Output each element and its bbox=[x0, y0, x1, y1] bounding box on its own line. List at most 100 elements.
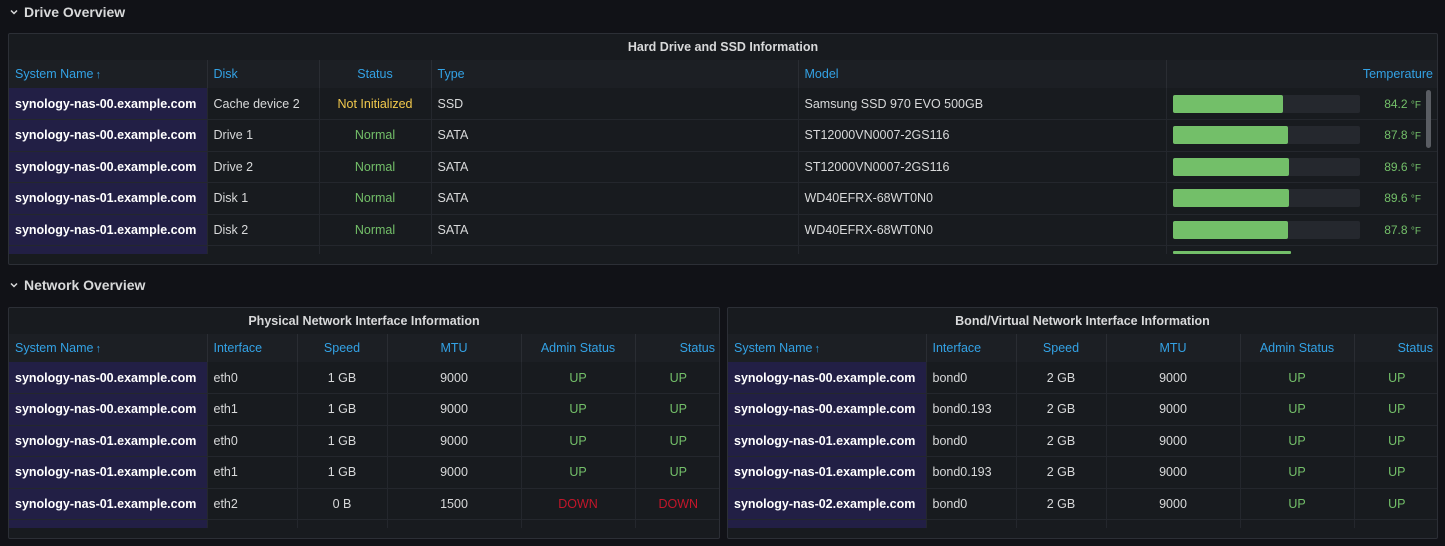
system-name-cell: synology-nas-01.example.com bbox=[9, 488, 208, 520]
system-name-cell: synology-nas-02.example.com bbox=[728, 488, 927, 520]
speed-cell: 0 B bbox=[297, 488, 388, 520]
temperature-value: 89.6 °F bbox=[1360, 160, 1434, 174]
temperature-number: 84.2 bbox=[1384, 96, 1408, 111]
status-cell: UP bbox=[1354, 488, 1437, 520]
col-header-mtu[interactable]: MTU bbox=[1106, 334, 1241, 362]
col-header-interface[interactable]: Interface bbox=[926, 334, 1017, 362]
chevron-down-icon bbox=[10, 9, 18, 15]
col-header-status[interactable]: Status bbox=[319, 60, 432, 88]
speed-cell: 2 GB bbox=[1016, 425, 1107, 457]
status-cell: Normal bbox=[319, 151, 432, 183]
temperature-unit: °F bbox=[1410, 131, 1421, 143]
temperature-number: 89.6 bbox=[1384, 191, 1408, 206]
temperature-cell: 87.8 °F bbox=[1166, 119, 1437, 152]
temperature-bar-gauge: 87.8 °F bbox=[1172, 120, 1434, 150]
mtu-cell: 1500 bbox=[387, 488, 522, 520]
admin-status-cell: UP bbox=[1240, 456, 1355, 489]
status-cell: Not Initialized bbox=[319, 88, 432, 120]
table-row: synology-nas-00.example.com Drive 1 Normal… bbox=[9, 119, 1437, 152]
system-name-cell: synology-nas-00.example.com bbox=[9, 151, 208, 183]
gauge-fill bbox=[1172, 126, 1288, 145]
system-name-cell: synology-nas-00.example.com bbox=[728, 393, 927, 426]
col-header-status[interactable]: Status bbox=[1354, 334, 1437, 362]
status-cell: UP bbox=[1354, 362, 1437, 394]
col-header-admin-status[interactable]: Admin Status bbox=[521, 334, 636, 362]
model-cell: Samsung SSD 970 EVO 500GB bbox=[798, 88, 1167, 120]
physical-network-panel-title: Physical Network Interface Information bbox=[248, 314, 480, 328]
drives-panel-title: Hard Drive and SSD Information bbox=[627, 40, 819, 54]
empty-cell bbox=[431, 245, 799, 254]
temperature-unit: °F bbox=[1410, 225, 1421, 237]
col-header-system-name[interactable]: System Name ↑ bbox=[728, 334, 927, 362]
drive-overview-row-toggle[interactable]: Drive Overview bbox=[8, 0, 125, 24]
col-header-system-name[interactable]: System Name ↑ bbox=[9, 334, 208, 362]
physical-network-table: System Name ↑ Interface Speed MTU Admin S… bbox=[9, 334, 719, 528]
mtu-cell: 9000 bbox=[387, 425, 522, 457]
table-row-partial bbox=[9, 245, 1437, 254]
admin-status-cell: UP bbox=[521, 393, 636, 426]
speed-cell: 2 GB bbox=[1016, 362, 1107, 394]
system-name-cell: synology-nas-01.example.com bbox=[728, 456, 927, 489]
interface-cell: eth0 bbox=[207, 362, 298, 394]
empty-cell bbox=[926, 519, 1017, 528]
network-overview-row-toggle[interactable]: Network Overview bbox=[8, 273, 145, 297]
interface-cell: eth1 bbox=[207, 456, 298, 489]
drives-table-header: System Name ↑ Disk Status Type Model Temp… bbox=[9, 60, 1437, 88]
speed-cell: 1 GB bbox=[297, 393, 388, 426]
system-name-cell: synology-nas-00.example.com bbox=[728, 362, 927, 394]
col-header-speed[interactable]: Speed bbox=[297, 334, 388, 362]
network-overview-title: Network Overview bbox=[24, 277, 146, 293]
status-cell: UP bbox=[635, 425, 719, 457]
physical-network-panel: Physical Network Interface Information S… bbox=[8, 307, 720, 539]
col-header-speed[interactable]: Speed bbox=[1016, 334, 1107, 362]
status-cell: DOWN bbox=[635, 488, 719, 520]
temperature-bar-gauge: 87.8 °F bbox=[1172, 215, 1434, 245]
status-cell: Normal bbox=[319, 182, 432, 215]
col-header-type[interactable]: Type bbox=[431, 60, 799, 88]
chevron-down-icon bbox=[10, 282, 18, 288]
status-cell: UP bbox=[1354, 456, 1437, 489]
temperature-number: 87.8 bbox=[1384, 128, 1408, 143]
empty-cell bbox=[1106, 519, 1241, 528]
mtu-cell: 9000 bbox=[1106, 456, 1241, 489]
disk-cell: Cache device 2 bbox=[207, 88, 320, 120]
temperature-value: 89.6 °F bbox=[1360, 191, 1434, 205]
temperature-unit: °F bbox=[1410, 194, 1421, 206]
system-name-cell: synology-nas-01.example.com bbox=[9, 425, 208, 457]
admin-status-cell: UP bbox=[1240, 393, 1355, 426]
temperature-bar-gauge: 89.6 °F bbox=[1172, 152, 1434, 182]
model-cell: ST12000VN0007-2GS116 bbox=[798, 151, 1167, 183]
system-name-cell: synology-nas-00.example.com bbox=[9, 88, 208, 120]
gauge-fill bbox=[1172, 251, 1291, 254]
temperature-number: 87.8 bbox=[1384, 222, 1408, 237]
col-header-admin-status[interactable]: Admin Status bbox=[1240, 334, 1355, 362]
col-header-status[interactable]: Status bbox=[635, 334, 719, 362]
type-cell: SATA bbox=[431, 214, 799, 246]
empty-cell bbox=[1016, 519, 1107, 528]
col-header-mtu[interactable]: MTU bbox=[387, 334, 522, 362]
col-header-model[interactable]: Model bbox=[798, 60, 1167, 88]
drives-scrollbar[interactable] bbox=[1426, 90, 1431, 148]
empty-cell bbox=[9, 245, 208, 254]
table-row-partial bbox=[728, 519, 1437, 528]
mtu-cell: 9000 bbox=[1106, 362, 1241, 394]
col-header-disk[interactable]: Disk bbox=[207, 60, 320, 88]
empty-cell bbox=[1240, 519, 1355, 528]
type-cell: SATA bbox=[431, 151, 799, 183]
speed-cell: 2 GB bbox=[1016, 488, 1107, 520]
sort-asc-icon: ↑ bbox=[95, 69, 102, 81]
speed-cell: 1 GB bbox=[297, 362, 388, 394]
col-header-interface[interactable]: Interface bbox=[207, 334, 298, 362]
table-row: synology-nas-01.example.com eth0 1 GB 9000 U… bbox=[9, 425, 719, 457]
speed-cell: 2 GB bbox=[1016, 456, 1107, 489]
admin-status-cell: UP bbox=[1240, 488, 1355, 520]
status-cell: Normal bbox=[319, 214, 432, 246]
physical-table-body: synology-nas-00.example.com eth0 1 GB 9000 U… bbox=[9, 362, 719, 528]
interface-cell: bond0.193 bbox=[926, 393, 1017, 426]
table-row: synology-nas-01.example.com Disk 1 Normal S… bbox=[9, 182, 1437, 215]
admin-status-cell: DOWN bbox=[521, 488, 636, 520]
col-header-temperature[interactable]: Temperature bbox=[1166, 60, 1437, 88]
empty-cell bbox=[728, 519, 927, 528]
col-header-system-name[interactable]: System Name ↑ bbox=[9, 60, 208, 88]
gauge-track bbox=[1172, 126, 1360, 145]
